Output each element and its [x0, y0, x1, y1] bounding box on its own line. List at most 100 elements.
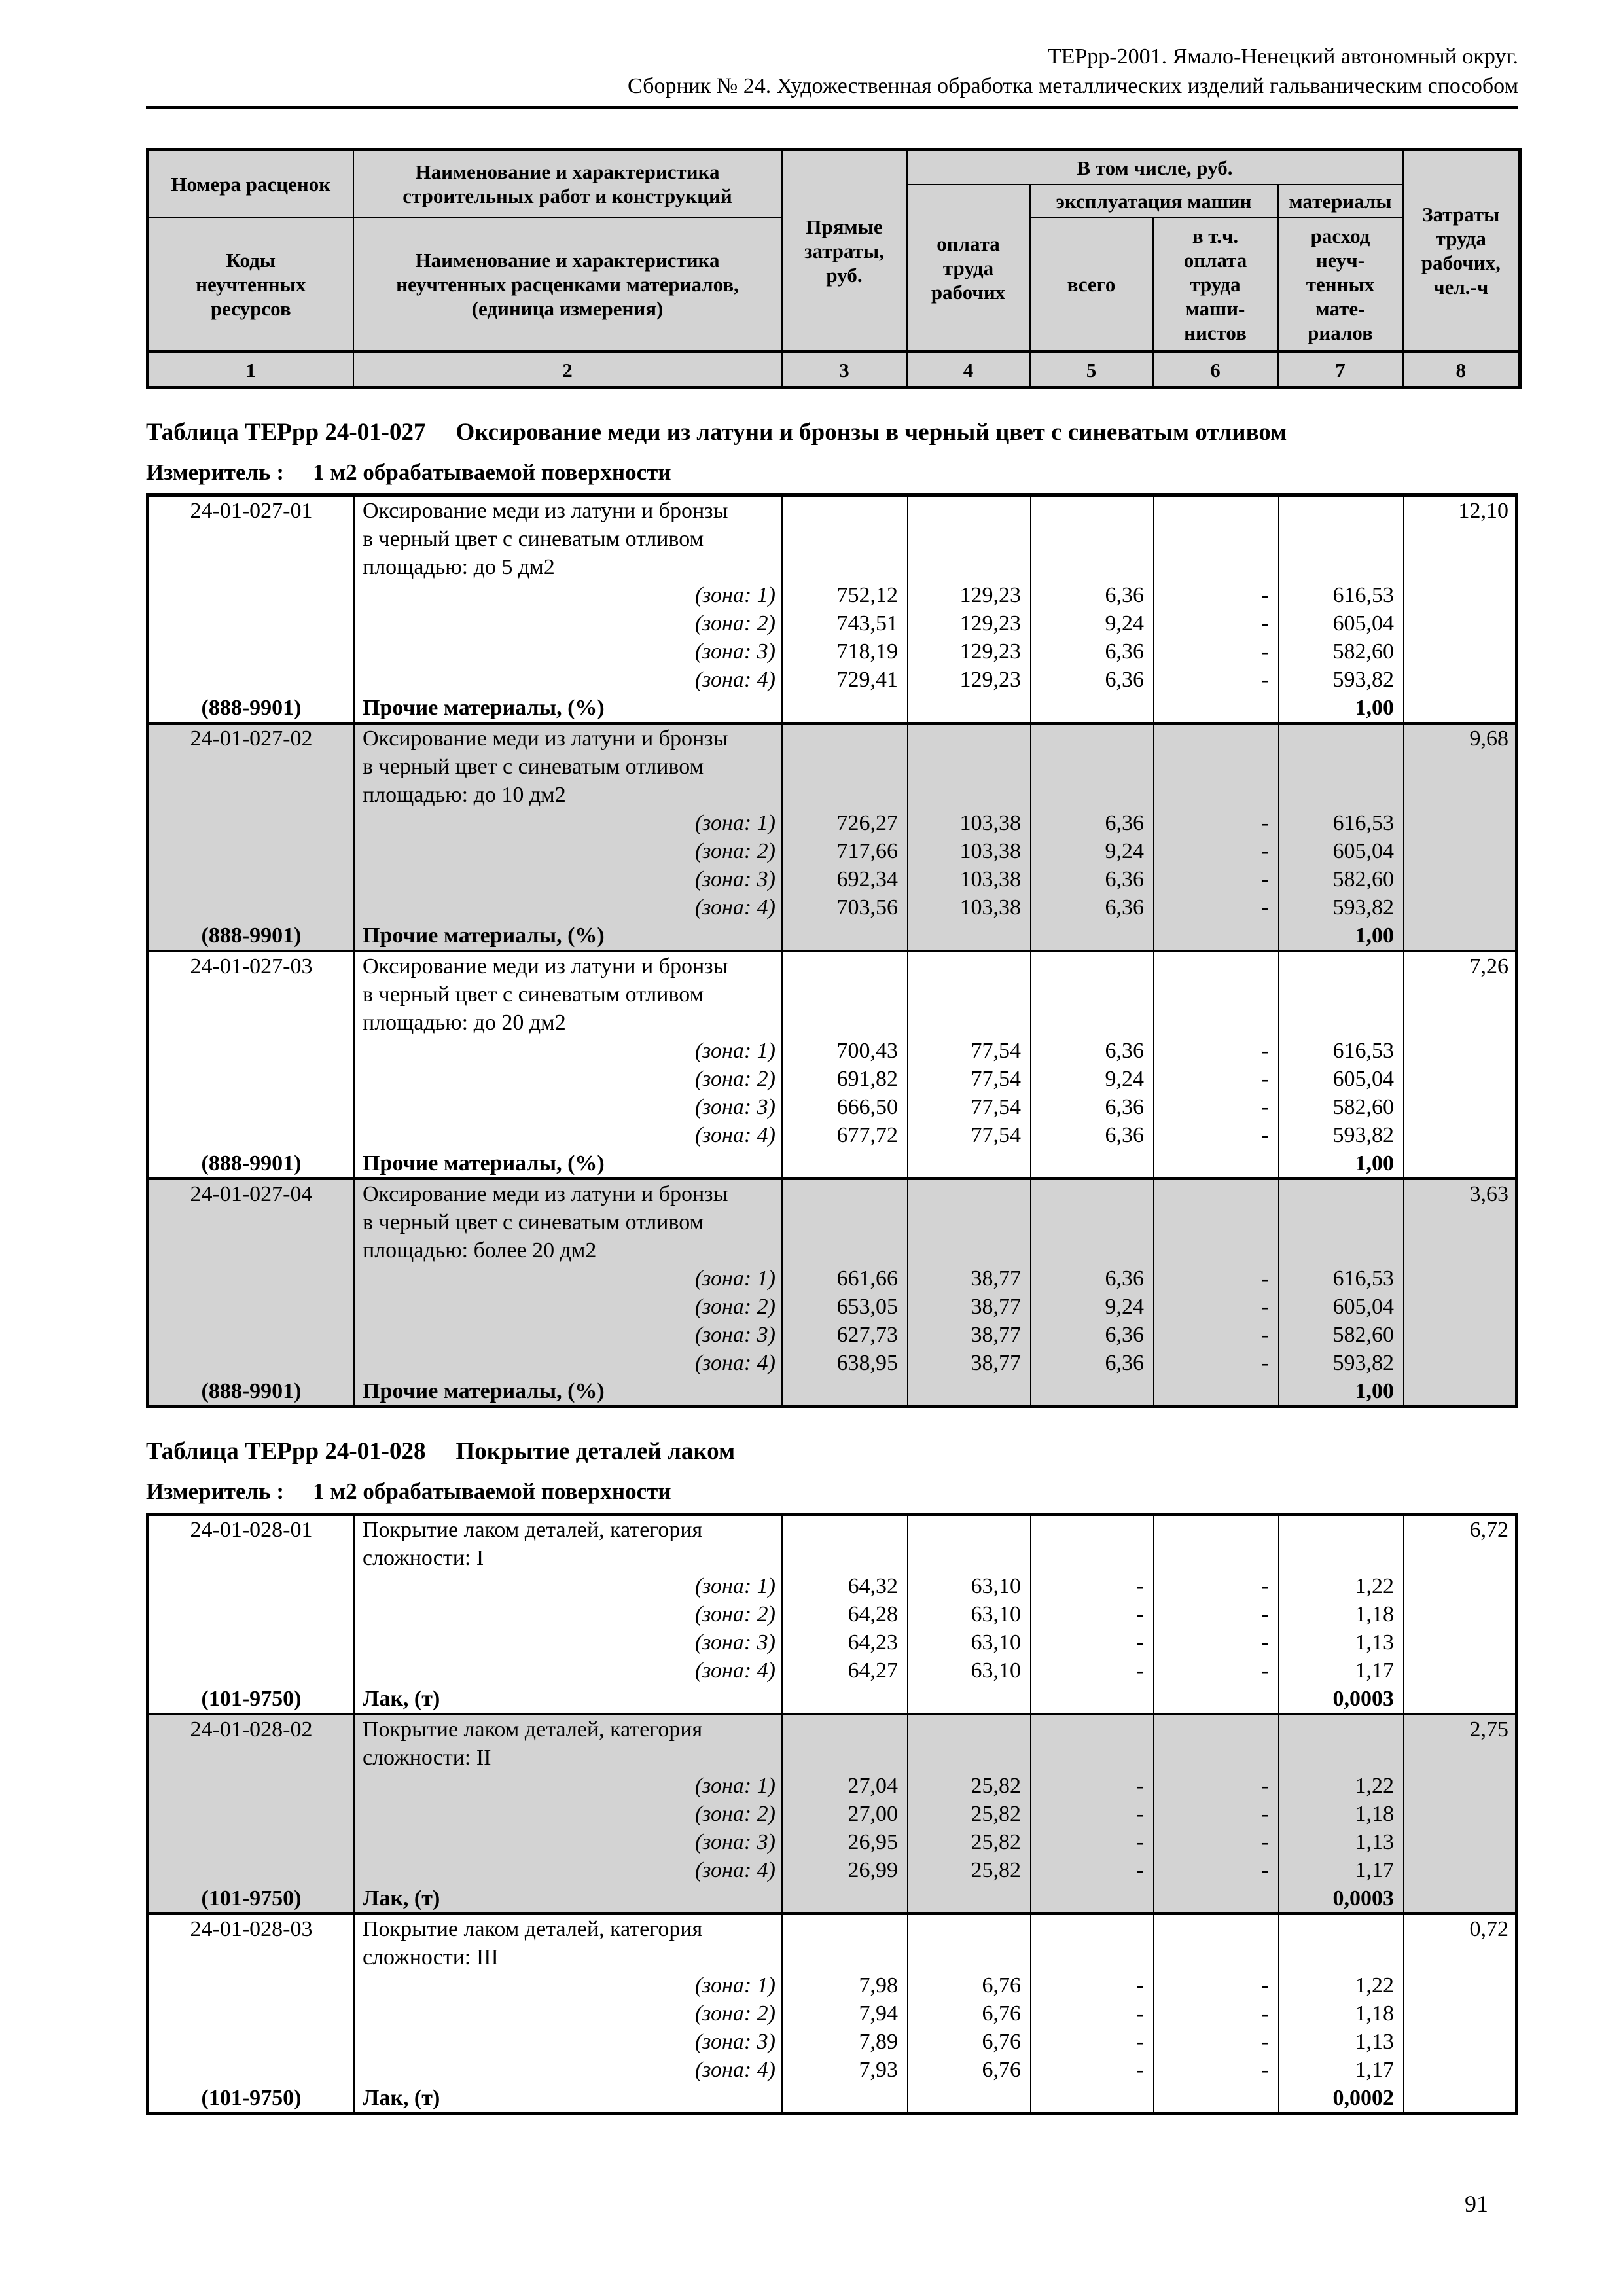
work-description: Оксирование меди из латуни и бронзы в чер… — [355, 952, 781, 1037]
zone-value: 661,66 — [836, 1266, 899, 1291]
labor-hours-value: 2,75 — [1469, 1717, 1509, 1742]
zone-value: - — [1136, 1858, 1144, 1882]
zone-value: 25,82 — [971, 1858, 1022, 1882]
zone-label: (зона: 1) — [694, 1574, 776, 1598]
rate-table-cell-c7: 616,53 605,04 582,60 593,82 1,00 — [1279, 725, 1404, 950]
colhead-materials: материалы — [1277, 184, 1404, 218]
zone-value: - — [1261, 1659, 1269, 1683]
table-title-text: Оксирование меди из латуни и бронзы в че… — [455, 419, 1287, 446]
zone-values-col4: 38,77 38,77 38,77 38,77 — [908, 1265, 1030, 1377]
work-description: Оксирование меди из латуни и бронзы в чер… — [355, 497, 781, 581]
zone-label: (зона: 4) — [694, 668, 776, 692]
rate-block: 24-01-028-03 (101-9750) Покрытие лаком дет… — [149, 1912, 1515, 2112]
zone-value: 6,36 — [1105, 1351, 1145, 1375]
colhead-labor-costs: Затраты труда рабочих, чел.-ч — [1402, 149, 1521, 353]
zone-value: 717,66 — [836, 839, 899, 863]
zone-label: (зона: 1) — [694, 1774, 776, 1798]
colhead-number-5: 5 — [1029, 350, 1154, 389]
table-title-code: Таблица ТЕРрр 24-01-027 — [146, 419, 426, 446]
zone-value: 1,13 — [1355, 1830, 1395, 1854]
rate-table-cell-c8: 7,26 — [1404, 952, 1515, 1177]
rate-table-cell-c7: 616,53 605,04 582,60 593,82 1,00 — [1279, 1180, 1404, 1405]
footer-material-value: 0,0003 — [1332, 1886, 1395, 1910]
zone-value: 7,93 — [859, 2058, 899, 2082]
zone-value: 9,24 — [1105, 1295, 1145, 1319]
zone-value: 1,18 — [1355, 1802, 1395, 1826]
rate-table-cell-c7: 616,53 605,04 582,60 593,82 1,00 — [1279, 952, 1404, 1177]
rate-table-cell-c3: 700,43 691,82 666,50 677,72 — [783, 952, 908, 1177]
zone-values-col3: 700,43 691,82 666,50 677,72 — [783, 1037, 907, 1149]
zone-value: 593,82 — [1332, 668, 1395, 692]
zone-label: (зона: 3) — [694, 639, 776, 664]
zone-value: - — [1261, 1574, 1269, 1598]
rate-block: 24-01-027-03 (888-9901) Оксирование меди и… — [149, 950, 1515, 1177]
zone-value: 77,54 — [971, 1123, 1022, 1147]
zone-value: 743,51 — [836, 611, 899, 636]
colhead-labor-pay: оплата труда рабочих — [906, 184, 1031, 353]
zone-values-col7: 616,53 605,04 582,60 593,82 — [1279, 1037, 1403, 1149]
rate-table-cell-c4: 6,76 6,76 6,76 6,76 — [908, 1915, 1031, 2112]
footer-resource-code: (888-9901) — [201, 696, 302, 720]
labor-hours-value: 12,10 — [1458, 499, 1509, 523]
footer-resource-code: (101-9750) — [201, 1886, 302, 1910]
rate-table-cell-c4: 77,54 77,54 77,54 77,54 — [908, 952, 1031, 1177]
work-description: Покрытие лаком деталей, категория сложнос… — [355, 1516, 781, 1572]
zone-labels: (зона: 1) (зона: 2) (зона: 3) (зона: 4) — [355, 1971, 781, 2084]
zone-value: 6,36 — [1105, 1039, 1145, 1063]
rate-table-cell-c1: 24-01-027-01 (888-9901) — [149, 497, 355, 722]
labor-hours-value: 9,68 — [1469, 726, 1509, 751]
rate-table-cell-c5: - - - - — [1031, 1516, 1154, 1713]
work-description-line: площадью: до 20 дм2 — [363, 1011, 566, 1035]
zone-value: - — [1136, 1830, 1144, 1854]
zone-label: (зона: 1) — [694, 1973, 776, 1998]
zone-value: 1,22 — [1355, 1574, 1395, 1598]
rate-table-cell-c8: 0,72 — [1404, 1915, 1515, 2112]
rate-table-cell-c8: 12,10 — [1404, 497, 1515, 722]
rate-block: 24-01-027-04 (888-9901) Оксирование меди и… — [149, 1177, 1515, 1405]
zone-value: 582,60 — [1332, 1323, 1395, 1347]
zone-label: (зона: 4) — [694, 1351, 776, 1375]
zone-value: 6,36 — [1105, 583, 1145, 607]
colhead-number-4: 4 — [906, 350, 1031, 389]
rate-table-cell-c6: - - - - — [1154, 952, 1279, 1177]
zone-value: 26,95 — [847, 1830, 899, 1854]
zone-label: (зона: 2) — [694, 611, 776, 636]
zone-values-col7: 1,22 1,18 1,13 1,17 — [1279, 1572, 1403, 1685]
zone-values-col7: 1,22 1,18 1,13 1,17 — [1279, 1772, 1403, 1884]
zone-value: - — [1261, 1095, 1269, 1119]
colhead-number-6: 6 — [1152, 350, 1279, 389]
table-title: Таблица ТЕРрр 24-01-028 Покрытие деталей … — [146, 1437, 1518, 1465]
zone-value: - — [1261, 2030, 1269, 2054]
zone-value: 9,24 — [1105, 839, 1145, 863]
zone-value: 703,56 — [836, 895, 899, 920]
labor-hours-value: 0,72 — [1469, 1917, 1509, 1941]
work-description-line: площадью: до 10 дм2 — [363, 783, 566, 807]
zone-value: 616,53 — [1332, 1266, 1395, 1291]
rate-table-cell-c1: 24-01-027-02 (888-9901) — [149, 725, 355, 950]
zone-label: (зона: 4) — [694, 2058, 776, 2082]
rate-table-cell-c5: - - - - — [1031, 1915, 1154, 2112]
zone-values-col6: - - - - — [1154, 1971, 1278, 2084]
zone-value: 63,10 — [971, 1574, 1022, 1598]
rate-table-cell-c2: Оксирование меди из латуни и бронзы в чер… — [355, 1180, 783, 1405]
colhead-rate-numbers: Номера расценок — [147, 149, 354, 218]
zone-value: - — [1261, 611, 1269, 636]
footer-resource-code: (888-9901) — [201, 1379, 302, 1403]
zone-label: (зона: 1) — [694, 1266, 776, 1291]
measure-line: Измеритель : 1 м2 обрабатываемой поверхно… — [146, 459, 1518, 486]
colhead-direct-costs: Прямые затраты, руб. — [781, 149, 908, 353]
zone-label: (зона: 3) — [694, 1323, 776, 1347]
footer-material-name: Прочие материалы, (%) — [363, 1379, 605, 1403]
zone-value: 38,77 — [971, 1266, 1022, 1291]
zone-value: 718,19 — [836, 639, 899, 664]
work-description: Оксирование меди из латуни и бронзы в чер… — [355, 725, 781, 809]
rate-table-cell-c7: 1,22 1,18 1,13 1,17 0,0003 — [1279, 1516, 1404, 1713]
work-description: Покрытие лаком деталей, категория сложнос… — [355, 1715, 781, 1772]
rate-table-section: Таблица ТЕРрр 24-01-027 Оксирование меди … — [146, 418, 1518, 1408]
zone-label: (зона: 4) — [694, 1123, 776, 1147]
work-description-line: Оксирование меди из латуни и бронзы — [363, 499, 728, 523]
zone-values-col5: - - - - — [1031, 1572, 1153, 1685]
zone-value: 38,77 — [971, 1323, 1022, 1347]
rate-table-cell-c7: 1,22 1,18 1,13 1,17 0,0002 — [1279, 1915, 1404, 2112]
